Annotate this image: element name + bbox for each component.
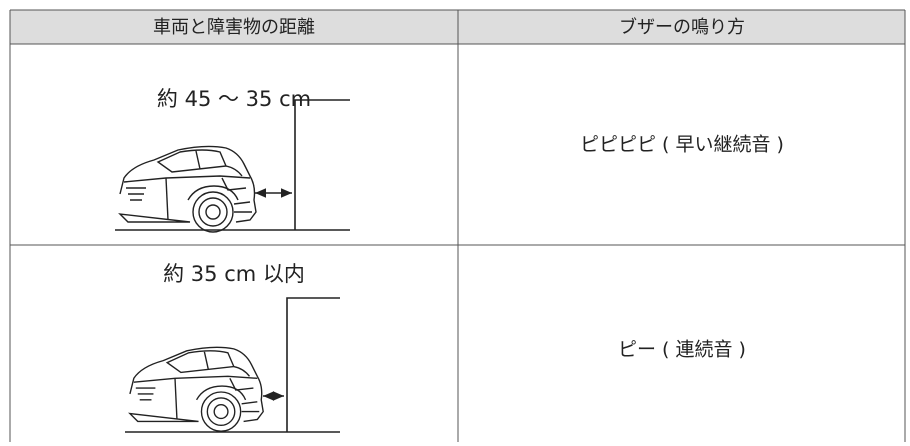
distance-label: 約 35 cm 以内 [163,262,305,286]
buzzer-label: ピー ( 連続音 ) [618,339,746,361]
header-cell: ブザーの鳴り方 [619,16,745,38]
illustration [125,297,340,433]
illustration [115,99,350,233]
buzzer-label: ピピピピ ( 早い継続音 ) [580,134,784,156]
distance-label: 約 45 ～ 35 cm [157,87,311,111]
header-cell: 車両と障害物の距離 [153,17,315,38]
